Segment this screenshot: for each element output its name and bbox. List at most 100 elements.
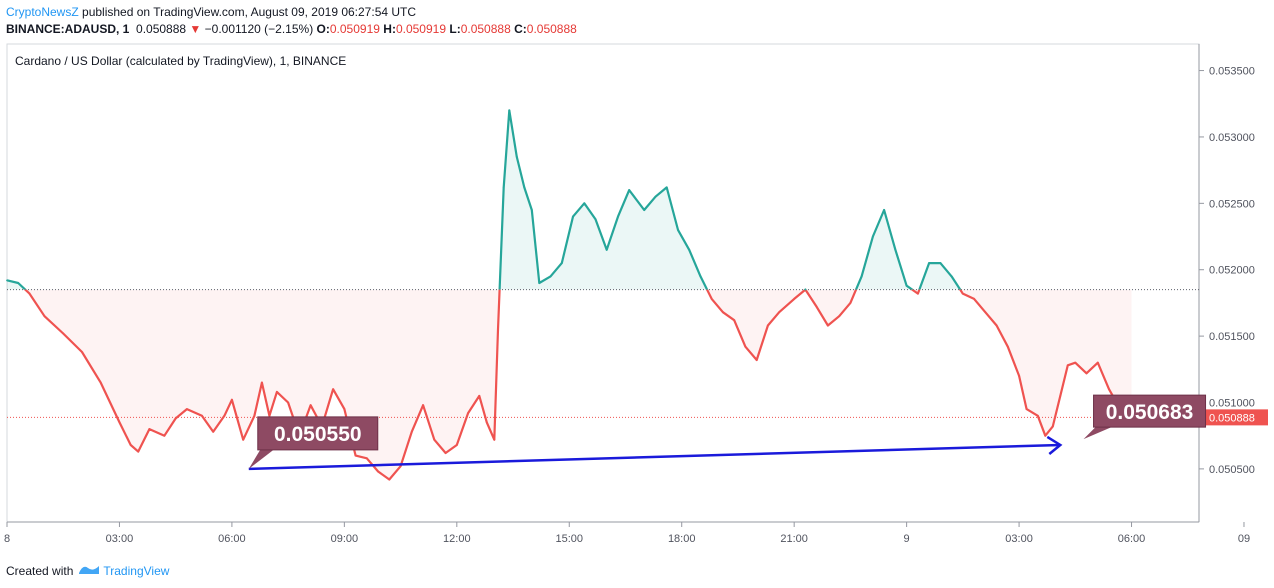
data-point <box>617 215 619 218</box>
open-value: 0.050919 <box>329 22 380 36</box>
created-with-text: Created with <box>6 564 74 578</box>
data-point <box>722 311 724 314</box>
y-tick-label: 0.052000 <box>1209 265 1255 277</box>
callout-label: 0.050550 <box>274 423 362 446</box>
footer: Created with TradingView <box>6 563 169 579</box>
data-point <box>497 328 499 331</box>
data-point <box>163 434 166 437</box>
data-point <box>755 359 758 361</box>
published-text: published on TradingView.com, August 09,… <box>82 5 417 19</box>
x-tick-label: 8 <box>4 533 10 545</box>
data-point <box>433 438 436 441</box>
data-point <box>530 209 533 211</box>
data-point <box>268 414 271 417</box>
data-point <box>523 186 526 189</box>
data-point <box>871 235 874 238</box>
x-tick-label: 9 <box>904 533 910 545</box>
data-point <box>388 478 391 481</box>
x-tick-label: 06:00 <box>1118 533 1146 545</box>
x-tick-label: 03:00 <box>106 533 134 545</box>
x-tick-label: 15:00 <box>555 533 583 545</box>
data-point <box>1025 408 1028 411</box>
data-point <box>1066 364 1069 367</box>
data-point <box>654 195 657 198</box>
data-point <box>804 288 807 291</box>
data-point <box>137 450 140 453</box>
data-point <box>710 298 713 300</box>
data-point <box>485 421 488 424</box>
data-point <box>939 262 942 264</box>
data-point <box>572 215 574 218</box>
symbol-name: BINANCE:ADAUSD, 1 <box>6 22 130 36</box>
y-tick-label: 0.052500 <box>1209 198 1255 210</box>
tradingview-link[interactable]: TradingView <box>103 564 170 578</box>
data-point <box>201 414 203 417</box>
data-point <box>677 228 679 231</box>
x-tick-label: 09 <box>1238 533 1250 545</box>
data-point <box>778 311 781 314</box>
close-label: C: <box>514 22 527 36</box>
publisher-name[interactable]: CryptoNewsZ <box>6 5 79 19</box>
data-point <box>1096 361 1099 364</box>
data-point <box>827 324 829 327</box>
data-point <box>422 404 424 407</box>
data-point <box>467 412 469 415</box>
callout-box <box>257 416 379 451</box>
data-point <box>410 430 413 433</box>
data-point <box>560 262 563 264</box>
data-point <box>174 417 177 420</box>
data-point <box>894 248 897 251</box>
data-point <box>148 428 151 430</box>
data-point <box>905 284 908 287</box>
data-point <box>744 345 747 348</box>
data-point <box>1006 345 1009 348</box>
data-point <box>1108 388 1110 391</box>
data-point <box>628 189 631 191</box>
callout-pointer <box>248 448 275 469</box>
tradingview-logo-icon <box>78 563 100 579</box>
data-point <box>1036 414 1039 417</box>
low-label: L: <box>449 22 461 36</box>
y-tick-label: 0.051000 <box>1209 398 1255 410</box>
data-point <box>1085 372 1088 375</box>
data-point <box>212 430 215 433</box>
callout-pointer <box>1083 427 1112 440</box>
y-tick-label: 0.051500 <box>1209 331 1255 343</box>
data-point <box>242 438 245 441</box>
data-point <box>309 404 312 407</box>
data-point <box>231 398 233 401</box>
data-point <box>815 306 818 308</box>
data-point <box>928 262 931 264</box>
x-tick-label: 09:00 <box>331 533 359 545</box>
symbol-info: BINANCE:ADAUSD, 1 0.050888 ▼ −0.001120 (… <box>6 21 577 37</box>
data-point <box>688 248 691 251</box>
data-point <box>838 315 841 318</box>
data-point <box>538 282 541 284</box>
data-point <box>43 315 46 318</box>
data-point <box>332 388 335 391</box>
close-value: 0.050888 <box>526 22 577 36</box>
data-point <box>493 438 496 441</box>
area-above-baseline <box>7 110 1132 290</box>
x-tick-label: 21:00 <box>780 533 808 545</box>
data-point <box>287 401 290 404</box>
last-price: 0.050888 <box>136 22 187 36</box>
data-point <box>1018 375 1020 377</box>
y-tick-label: 0.053500 <box>1209 66 1255 78</box>
data-point <box>515 155 518 158</box>
data-point <box>916 292 919 295</box>
data-point <box>594 218 597 221</box>
low-value: 0.050888 <box>460 22 511 36</box>
data-point <box>583 202 586 205</box>
data-point <box>455 444 458 446</box>
y-tick-label: 0.050500 <box>1209 464 1255 476</box>
data-point <box>186 408 188 411</box>
data-point <box>6 279 8 282</box>
data-point <box>1074 361 1077 364</box>
data-point <box>17 282 20 284</box>
data-point <box>478 394 481 397</box>
data-point <box>118 421 121 424</box>
data-point <box>961 292 964 295</box>
data-point <box>860 275 863 278</box>
